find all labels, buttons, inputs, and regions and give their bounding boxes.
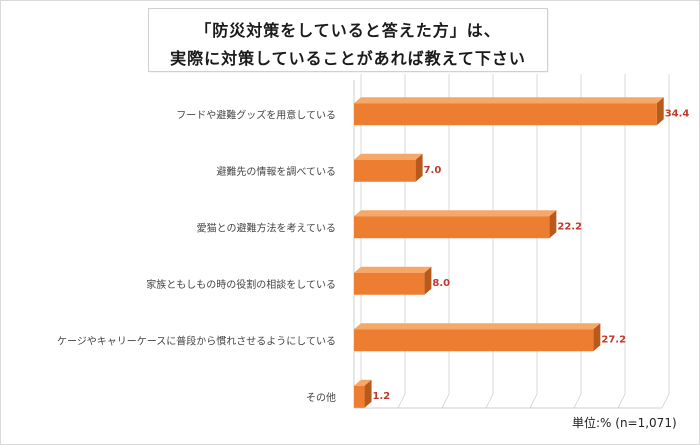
bar-side-face	[364, 379, 372, 408]
gridline-floor	[397, 393, 406, 409]
bar-top-face	[354, 97, 664, 104]
category-label: 避難先の情報を調べている	[216, 165, 336, 178]
bar-side-face	[415, 153, 423, 182]
bar-side-face	[593, 323, 601, 352]
gridline-floor	[573, 393, 582, 409]
category-label: ケージやキャリーケースに普段から慣れさせるようにしている	[57, 334, 336, 347]
gridline-floor	[485, 393, 494, 409]
gridline-floor	[441, 393, 450, 409]
bar-top-face	[354, 266, 432, 273]
bar-side-face	[656, 97, 664, 126]
value-label: 8.0	[432, 278, 450, 289]
gridline-floor	[661, 393, 670, 409]
chart-title-box: 「防災対策をしていると答えた方」は、 実際に対策していることがあれば教えて下さい	[148, 8, 548, 72]
bar-top-face	[354, 323, 601, 330]
value-label: 22.2	[557, 221, 582, 232]
bar	[354, 272, 425, 295]
category-label: 家族ともしもの時の役割の相談をしている	[146, 278, 336, 291]
bar	[354, 159, 416, 182]
bar	[354, 329, 594, 352]
category-label: フードや避難グッズを用意している	[176, 108, 336, 121]
bar	[354, 103, 657, 126]
value-label: 7.0	[424, 165, 442, 176]
chart-title-line-1: 「防災対策をしていると答えた方」は、	[195, 21, 501, 40]
bar-layer	[354, 97, 664, 408]
value-label: 1.2	[373, 391, 391, 402]
category-label: その他	[306, 391, 336, 404]
value-label: 27.2	[601, 334, 626, 345]
gridline-floor	[529, 393, 538, 409]
bar-top-face	[354, 379, 372, 386]
label-layer: フードや避難グッズを用意している 34.4 避難先の情報を調べている 7.0 愛猫との避…	[57, 108, 689, 404]
bar-side-face	[424, 266, 432, 295]
bar	[354, 385, 365, 408]
bar	[354, 216, 550, 239]
bar-top-face	[354, 153, 423, 160]
bar-side-face	[549, 210, 557, 239]
chart-title-line-2: 実際に対策していることがあれば教えて下さい	[170, 49, 526, 68]
gridline-floor	[617, 393, 626, 409]
category-label: 愛猫との避難方法を考えている	[197, 221, 336, 234]
unit-note: 単位:% (n=1,071)	[572, 416, 677, 430]
value-label: 34.4	[665, 108, 690, 119]
bar-top-face	[354, 210, 557, 217]
